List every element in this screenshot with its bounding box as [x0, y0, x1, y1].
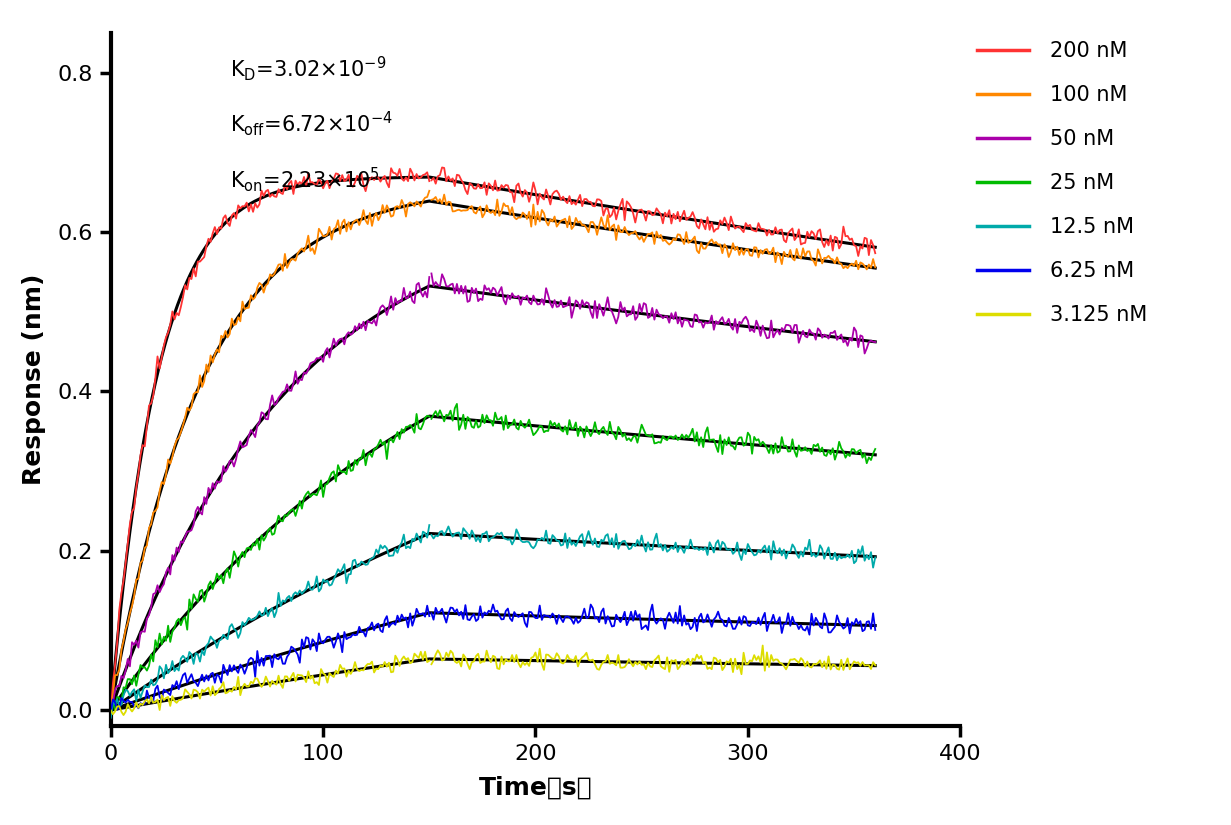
- Y-axis label: Response (nm): Response (nm): [22, 274, 46, 485]
- Legend: 200 nM, 100 nM, 50 nM, 25 nM, 12.5 nM, 6.25 nM, 3.125 nM: 200 nM, 100 nM, 50 nM, 25 nM, 12.5 nM, 6…: [969, 33, 1156, 333]
- Text: K$_{\mathregular{D}}$=3.02×10$^{-9}$
K$_{\mathregular{off}}$=6.72×10$^{-4}$
K$_{: K$_{\mathregular{D}}$=3.02×10$^{-9}$ K$_…: [230, 54, 393, 194]
- X-axis label: Time（s）: Time（s）: [479, 776, 592, 799]
